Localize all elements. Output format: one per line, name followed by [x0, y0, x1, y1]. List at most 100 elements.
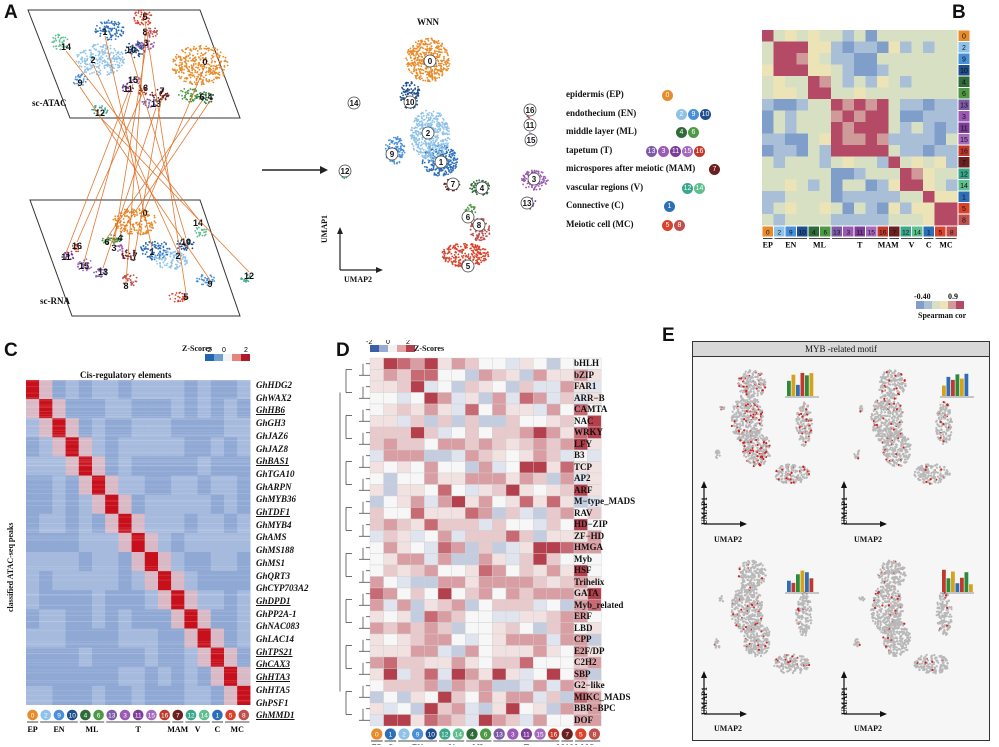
tf-cell: [492, 484, 507, 497]
corr-cell: [819, 99, 831, 111]
tf-cell: [369, 622, 384, 635]
corr-cell: [785, 122, 797, 134]
tf-cell: [492, 495, 507, 508]
corr-cell: [877, 168, 889, 180]
corr-cell: [842, 99, 854, 111]
cluster-label-10: 10: [181, 237, 191, 247]
tf-cell: [369, 472, 384, 485]
corr-cell: [831, 64, 843, 76]
peak-block: [105, 666, 119, 686]
peak-block: [184, 399, 198, 419]
peak-block: [105, 437, 119, 457]
corr-cell: [911, 122, 923, 134]
corr-cell: [854, 202, 866, 214]
tf-cell: [492, 507, 507, 520]
corr-cell: [911, 41, 923, 53]
tf-cell: [383, 576, 398, 589]
wnn-umap1-label: UMAP1: [320, 215, 329, 243]
corr-cell: [842, 64, 854, 76]
peak-block: [224, 628, 238, 648]
tf-cell: [451, 622, 466, 635]
corr-cell: [911, 133, 923, 145]
peak-block: [65, 590, 79, 610]
tf-cell: [451, 461, 466, 474]
peak-block: [39, 456, 53, 476]
corr-cell: [888, 179, 900, 191]
cluster-label-5: 5: [461, 259, 475, 273]
corr-cell: [854, 145, 866, 157]
tf-cell: [546, 668, 561, 681]
peak-block: [92, 513, 106, 533]
corr-cell: [762, 41, 774, 53]
tf-cell: [532, 357, 547, 370]
corr-cell: [900, 110, 912, 122]
d-col-dot-9: [412, 728, 424, 740]
svg-text:7: 7: [159, 86, 164, 96]
tf-cell: [451, 702, 466, 715]
tf-label: bZIP: [574, 369, 595, 380]
corr-cell: [900, 214, 912, 226]
tf-cell: [505, 357, 520, 370]
tf-cell: [519, 645, 534, 658]
tf-cell: [519, 610, 534, 623]
peak-block: [171, 475, 185, 495]
tf-cell: [424, 403, 439, 416]
cluster-label-2: 2: [90, 55, 95, 65]
peak-block: [197, 380, 211, 400]
peak-block: [224, 685, 238, 705]
peak-block: [210, 532, 224, 553]
group-ML: ML: [813, 241, 826, 250]
corr-cell: [946, 133, 958, 145]
corr-cell: [923, 214, 935, 226]
d-group-MAM: MAM: [557, 743, 578, 745]
row-color-15: [958, 134, 970, 145]
gene-label: GhLAC14: [256, 634, 295, 644]
corr-cell: [946, 156, 958, 168]
svg-text:4: 4: [117, 233, 122, 243]
corr-cell: [877, 122, 889, 134]
col-label-1: 1: [927, 230, 931, 237]
corr-cell: [865, 156, 877, 168]
tf-cell: [369, 438, 384, 451]
tf-cell: [369, 702, 384, 715]
col-color-16: [877, 226, 888, 237]
tf-cell: [505, 691, 520, 704]
tf-cell: [478, 357, 493, 370]
corr-cell: [773, 110, 785, 122]
tf-cell: [383, 392, 398, 405]
tf-cell: [424, 599, 439, 612]
tf-cell: [397, 357, 412, 370]
row-label-11: 11: [960, 126, 967, 133]
legend-cluster-dot: 14: [694, 182, 705, 194]
peak-block: [65, 628, 79, 648]
gene-label: GhBAS1: [256, 456, 290, 467]
peak-block: [105, 552, 119, 572]
corr-cell: [865, 99, 877, 111]
tf-label: LFY: [574, 438, 592, 449]
tf-cell: [546, 633, 561, 646]
tf-cell: [478, 461, 493, 474]
tf-cell: [451, 714, 466, 727]
tf-cell: [560, 426, 575, 439]
tf-cell: [397, 495, 412, 508]
peak-block: [52, 513, 66, 533]
peak-block: [224, 647, 238, 667]
col-label-10: 10: [799, 230, 807, 237]
corr-cell: [762, 53, 774, 65]
tf-cell: [492, 691, 507, 704]
corr-cell: [911, 214, 923, 226]
cluster-label-3: 3: [527, 172, 541, 186]
corr-cell: [900, 122, 912, 134]
row-color-12: [958, 168, 970, 179]
tf-cell: [464, 587, 479, 600]
tf-cell: [478, 645, 493, 658]
corr-cell: [842, 76, 854, 88]
corr-cell: [854, 214, 866, 226]
tf-cell: [478, 564, 493, 577]
tf-cell: [519, 392, 534, 405]
peak-block: [78, 647, 92, 667]
tf-cell: [505, 610, 520, 623]
corr-cell: [911, 145, 923, 157]
corr-cell: [865, 30, 877, 42]
corr-cell: [762, 76, 774, 88]
